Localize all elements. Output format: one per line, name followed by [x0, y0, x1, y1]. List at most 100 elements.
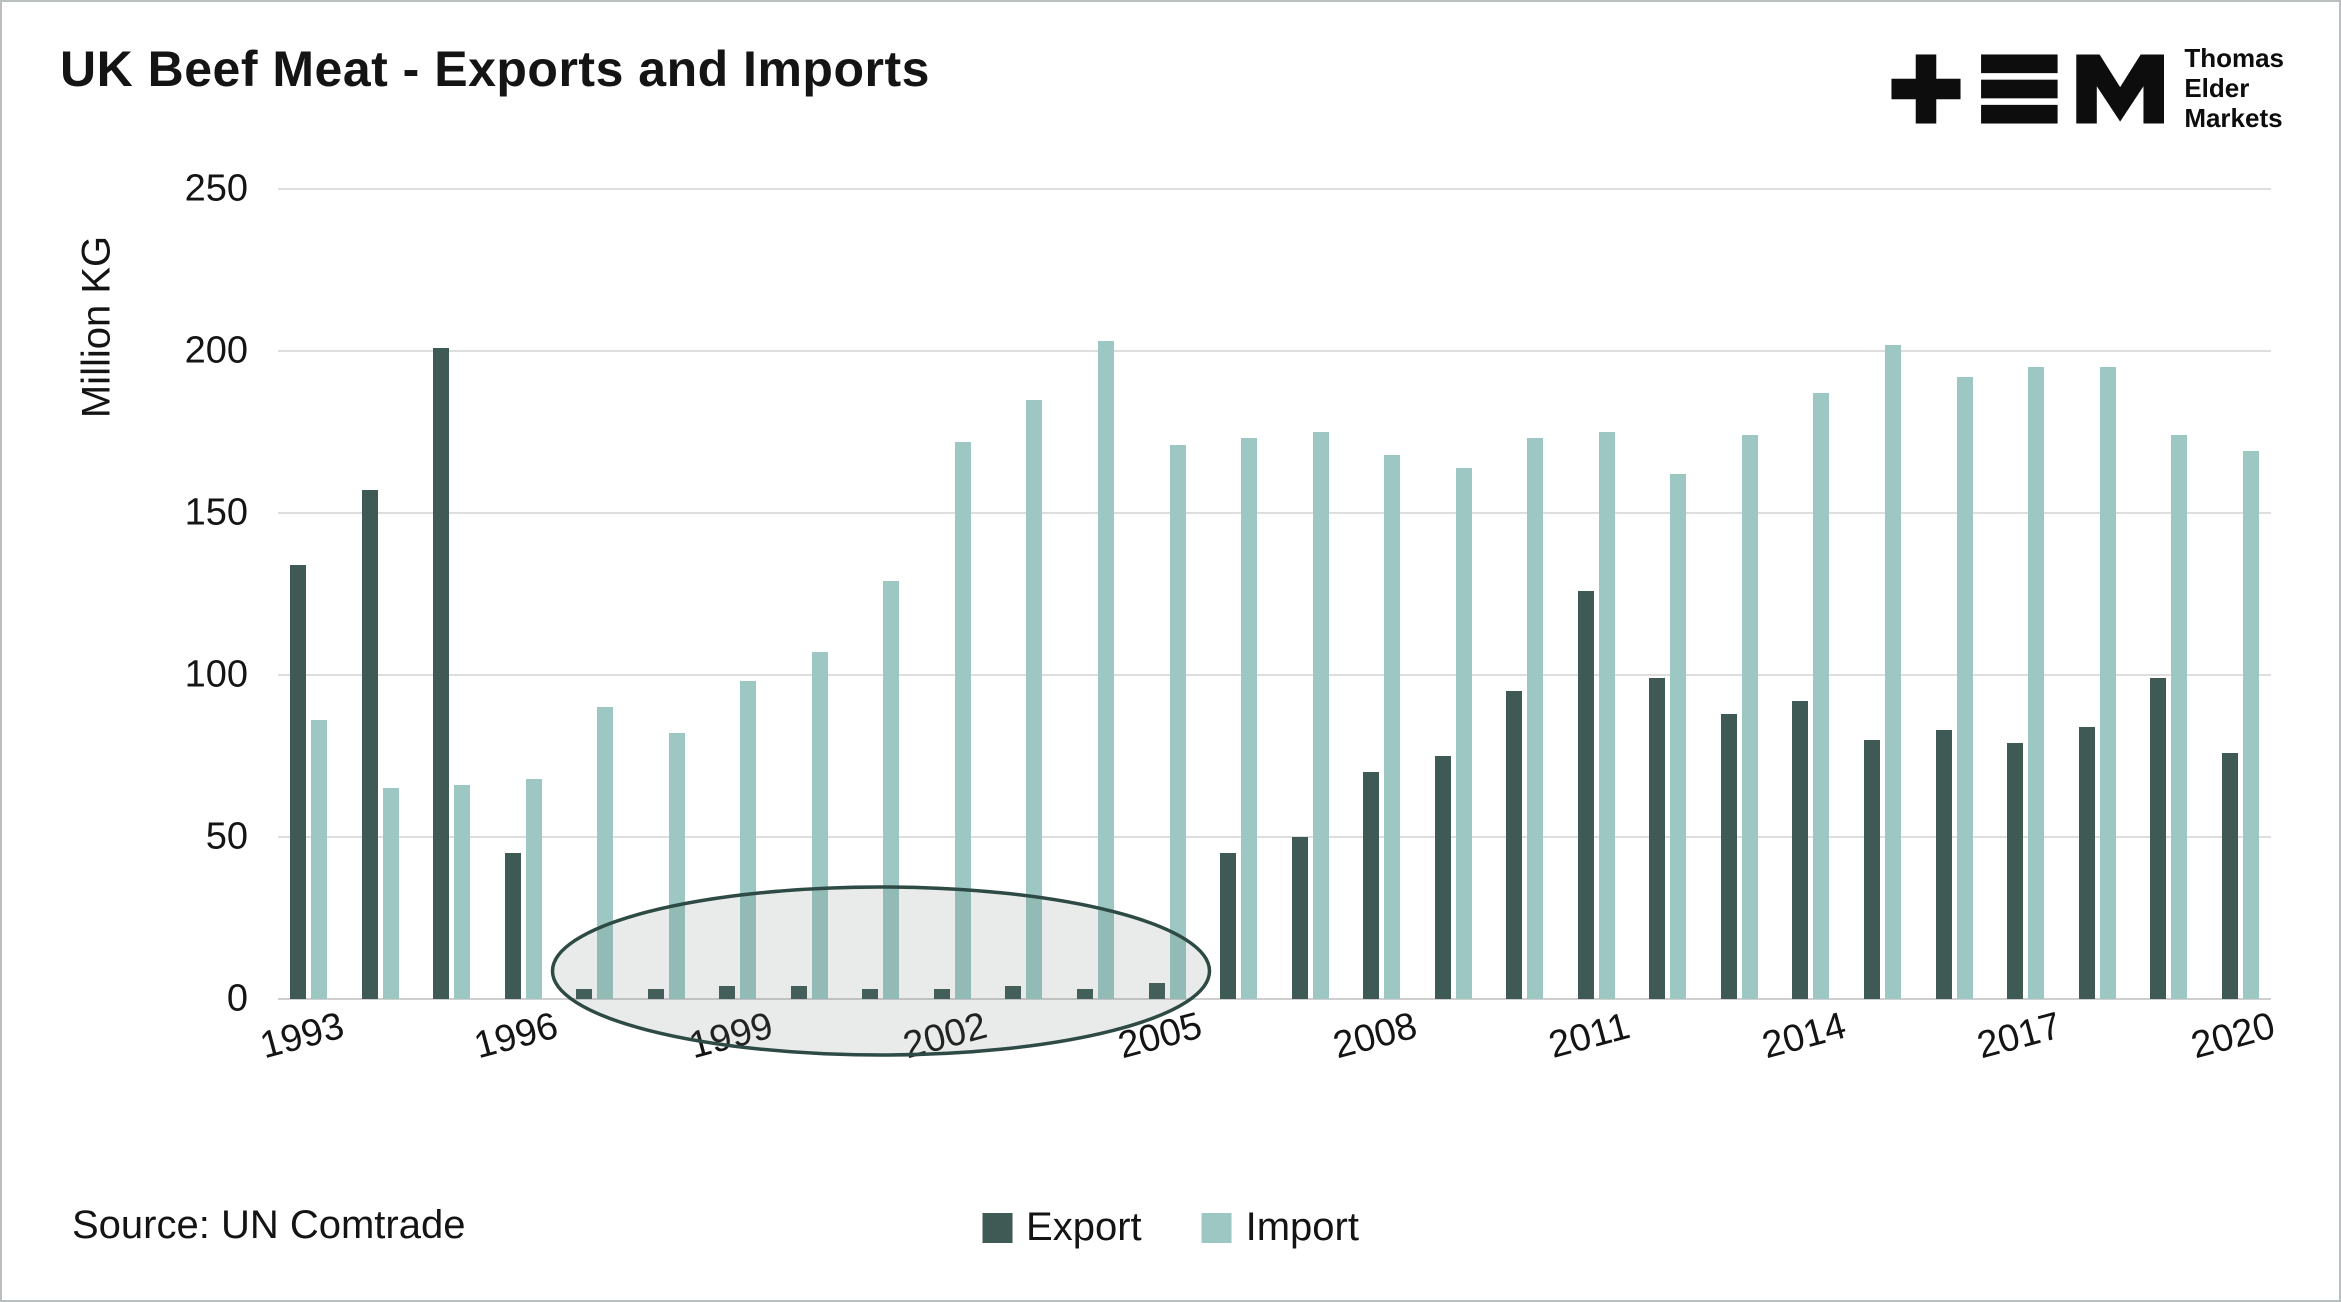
- plot-area: 0 50 100 150 200 250 1993 1996 1999 2002 2005 2008…: [185, 168, 2280, 1068]
- import-bar-2010: [1527, 438, 1544, 999]
- export-bar-2005: [1148, 982, 1165, 999]
- export-bar-2006: [1220, 853, 1237, 999]
- year-group-1997: [576, 707, 614, 999]
- source-note: Source: UN Comtrade: [72, 1203, 466, 1247]
- export-bar-2018: [2078, 726, 2095, 999]
- year-group-1999: 1999: [685, 681, 777, 1067]
- import-bar-2001: [883, 581, 900, 999]
- gridline-250: [278, 188, 2271, 190]
- export-bar-1996: [504, 853, 521, 999]
- import-bar-1999: [740, 681, 757, 999]
- x-tick-label-2008: 2008: [1328, 1004, 1422, 1068]
- gridline-50: [278, 836, 2271, 838]
- x-tick-label-2011: 2011: [1544, 1005, 1635, 1067]
- export-bar-1993: [290, 564, 306, 999]
- import-bar-2009: [1455, 467, 1472, 999]
- import-bar-1997: [597, 707, 614, 999]
- export-bar-2000: [790, 986, 807, 999]
- year-group-2001: [862, 581, 900, 999]
- year-group-2018: [2078, 367, 2116, 999]
- import-bar-2004: [1098, 341, 1115, 999]
- import-bar-2018: [2099, 367, 2116, 999]
- legend-export-label: Export: [1026, 1205, 1142, 1249]
- export-bar-1997: [576, 989, 593, 999]
- gridline-0: [278, 998, 2271, 1000]
- import-bar-1996: [525, 778, 542, 999]
- year-group-2007: [1291, 432, 1329, 999]
- tem-logo: Thomas Elder Markets: [1884, 43, 2284, 134]
- export-bar-2003: [1005, 986, 1022, 999]
- y-tick-label-50: 50: [205, 815, 248, 858]
- import-bar-2000: [811, 652, 828, 999]
- x-tick-label-2020: 2020: [2187, 1004, 2280, 1068]
- year-group-2006: [1220, 438, 1258, 999]
- export-bar-2002: [933, 989, 950, 999]
- import-bar-2013: [1741, 435, 1758, 999]
- x-tick-label-1996: 1996: [469, 1004, 563, 1068]
- x-tick-label-2002: 2002: [899, 1004, 992, 1068]
- year-group-2015: [1864, 344, 1902, 999]
- tem-logo-icon: [1891, 54, 2165, 124]
- export-bar-2012: [1649, 678, 1666, 999]
- export-bar-2013: [1720, 713, 1737, 999]
- year-group-2000: [790, 652, 828, 999]
- export-bar-2010: [1506, 691, 1523, 999]
- export-bar-1998: [647, 989, 664, 999]
- x-tick-label-1999: 1999: [684, 1004, 778, 1068]
- year-group-2002: 2002: [899, 441, 992, 1067]
- legend-item-export: Export: [982, 1205, 1142, 1250]
- year-group-2009: [1434, 467, 1472, 999]
- import-bar-2002: [954, 441, 971, 999]
- gridlines-layer: 0 50 100 150 200 250: [185, 168, 2271, 1020]
- export-bar-2017: [2007, 743, 2024, 999]
- export-bar-2001: [862, 989, 879, 999]
- import-bar-1995: [454, 785, 471, 999]
- y-tick-label-150: 150: [184, 491, 248, 534]
- logo-text-line: Thomas: [2184, 43, 2284, 73]
- import-bar-2011: [1598, 432, 1615, 999]
- year-group-1993: 1993: [255, 564, 348, 1067]
- import-bar-2017: [2028, 367, 2045, 999]
- year-group-1994: [361, 490, 399, 999]
- y-tick-label-250: 250: [184, 167, 248, 210]
- year-group-2008: 2008: [1329, 454, 1421, 1067]
- year-group-2004: [1077, 341, 1115, 999]
- import-bar-2020: [2242, 451, 2259, 999]
- import-bar-2019: [2171, 435, 2188, 999]
- gridline-150: [278, 512, 2271, 514]
- bars-layer: 1993 1996 1999 2002 2005 2008 2011 2014 2017 2020: [255, 189, 2280, 1067]
- logo-wordmark: Thomas Elder Markets: [2184, 43, 2284, 134]
- export-bar-2011: [1577, 590, 1594, 999]
- export-bar-2007: [1291, 837, 1308, 999]
- import-bar-2015: [1885, 344, 1902, 999]
- year-group-2010: [1506, 438, 1544, 999]
- export-bar-1995: [433, 347, 450, 999]
- year-group-1996: 1996: [470, 778, 563, 1067]
- year-group-2011: 2011: [1545, 432, 1635, 1067]
- import-bar-1998: [668, 733, 685, 999]
- y-tick-label-200: 200: [184, 329, 248, 372]
- import-bar-2005: [1169, 444, 1186, 999]
- year-group-2003: [1005, 399, 1043, 999]
- import-bar-1993: [311, 720, 327, 999]
- year-group-2012: [1649, 474, 1687, 999]
- year-group-2016: [1935, 376, 1973, 999]
- logo-text-line: Elder: [2184, 72, 2250, 103]
- legend: Export Import: [982, 1205, 1359, 1250]
- y-tick-label-0: 0: [226, 977, 248, 1020]
- legend-import-label: Import: [1245, 1205, 1359, 1249]
- export-bar-2004: [1077, 989, 1094, 999]
- export-bar-2008: [1363, 772, 1380, 999]
- import-bar-2006: [1241, 438, 1258, 999]
- legend-item-import: Import: [1201, 1205, 1359, 1250]
- import-bar-2012: [1670, 474, 1687, 999]
- import-bar-2014: [1813, 393, 1830, 999]
- x-tick-label-2005: 2005: [1113, 1004, 1207, 1068]
- year-group-2020: 2020: [2187, 451, 2280, 1067]
- x-tick-label-1993: 1993: [255, 1004, 348, 1068]
- year-group-2013: [1720, 435, 1758, 999]
- export-bar-2019: [2150, 678, 2167, 999]
- import-bar-2008: [1384, 454, 1401, 999]
- year-group-2005: 2005: [1114, 444, 1206, 1067]
